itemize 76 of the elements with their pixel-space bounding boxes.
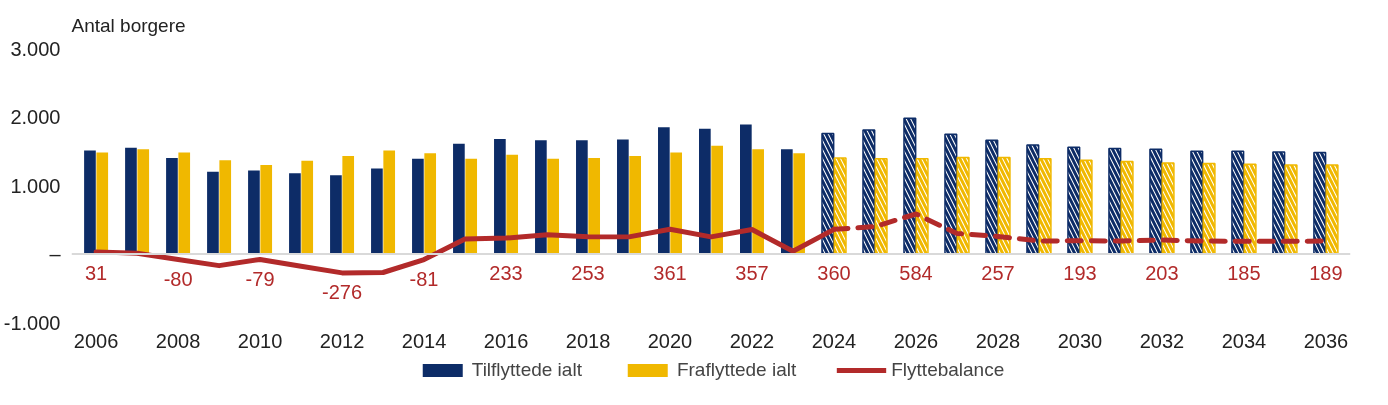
- data-label: 361: [653, 262, 687, 285]
- legend-label: Tilflyttede ialt: [471, 359, 582, 381]
- bar: [547, 158, 560, 254]
- x-tick-label: 2032: [1139, 329, 1185, 352]
- bar: [740, 124, 752, 254]
- bar: [752, 149, 764, 254]
- x-tick-label: 2028: [975, 329, 1021, 352]
- bar: [629, 156, 641, 254]
- data-label: 185: [1227, 262, 1261, 285]
- x-tick-label: 2034: [1221, 329, 1267, 352]
- bar: [793, 153, 805, 254]
- y-tick-label: –: [49, 243, 62, 265]
- bar: [330, 175, 342, 254]
- bar: [699, 128, 711, 254]
- data-label: 203: [1145, 262, 1179, 285]
- bar: [289, 173, 301, 254]
- bar: [383, 150, 396, 254]
- data-label: 193: [1063, 262, 1097, 285]
- bar: [166, 158, 178, 254]
- x-tick-label: 2014: [401, 329, 447, 352]
- x-tick-label: 2024: [811, 329, 857, 352]
- bar: [137, 149, 150, 254]
- bar: [84, 150, 96, 254]
- legend-label: Fraflyttede ialt: [676, 359, 797, 381]
- x-tick-label: 2006: [73, 329, 119, 352]
- bar: [506, 154, 519, 254]
- data-label: 31: [84, 262, 108, 285]
- bar: [658, 127, 670, 254]
- x-tick-label: 2022: [729, 329, 775, 352]
- bar: [125, 147, 137, 254]
- x-tick-label: 2008: [155, 329, 201, 352]
- bar: [207, 171, 219, 254]
- bar: [711, 145, 723, 254]
- bar: [617, 139, 629, 254]
- y-axis-title: Antal borgere: [71, 15, 186, 36]
- x-tick-label: 2012: [319, 329, 365, 352]
- bar: [219, 160, 232, 254]
- x-tick-label: 2026: [893, 329, 939, 352]
- x-tick-label: 2030: [1057, 329, 1103, 352]
- x-tick-label: 2020: [647, 329, 693, 352]
- bar: [670, 152, 682, 254]
- data-label: 257: [981, 262, 1015, 285]
- bar: [301, 160, 314, 254]
- bar: [412, 158, 424, 254]
- x-tick-label: 2010: [237, 329, 283, 352]
- data-label: 189: [1309, 262, 1343, 285]
- bar: [178, 152, 191, 254]
- bar: [371, 168, 383, 254]
- data-label: 584: [899, 262, 933, 285]
- bar: [248, 170, 260, 254]
- bar: [453, 143, 465, 254]
- bar: [342, 156, 355, 254]
- data-label: 360: [817, 262, 851, 285]
- bar: [781, 149, 793, 254]
- y-tick-label: 1.000: [10, 174, 61, 197]
- data-label: -79: [245, 267, 275, 290]
- y-tick-label: -1.000: [3, 311, 61, 334]
- y-tick-label: 3.000: [10, 37, 61, 60]
- bar: [465, 158, 478, 254]
- bar: [260, 164, 273, 254]
- data-label: -276: [322, 281, 363, 304]
- bar: [588, 158, 601, 254]
- y-tick-label: 2.000: [10, 106, 61, 128]
- data-label: -81: [409, 267, 439, 290]
- data-label: -80: [163, 267, 193, 290]
- data-label: 253: [571, 262, 605, 285]
- x-tick-label: 2016: [483, 329, 529, 352]
- data-label: 233: [489, 262, 523, 285]
- bar: [576, 140, 588, 254]
- bar: [424, 153, 437, 254]
- x-tick-label: 2018: [565, 329, 611, 352]
- bar: [494, 138, 506, 254]
- legend-label: Flyttebalance: [891, 359, 1005, 381]
- x-tick-label: 2036: [1303, 329, 1349, 352]
- bar: [535, 140, 547, 254]
- data-label: 357: [735, 262, 769, 285]
